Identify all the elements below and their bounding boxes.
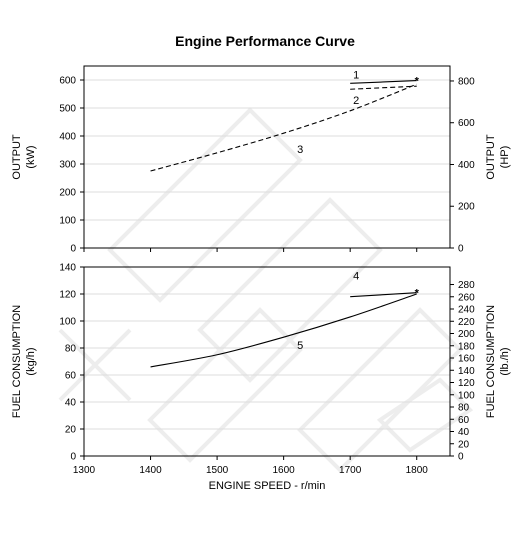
series-line-2 <box>350 85 417 90</box>
x-tick-label: 1400 <box>139 465 162 476</box>
y-tick-label-left: 0 <box>70 452 76 463</box>
y-tick-label-right: 80 <box>458 403 470 414</box>
x-axis-ticks: 1300 1400 1500 1600 1700 1800 <box>73 465 428 476</box>
y-tick-label-right: 100 <box>458 390 475 401</box>
x-tick-label: 1800 <box>406 465 429 476</box>
x-tick-label: 1300 <box>73 465 96 476</box>
y-tick-label-right: 180 <box>458 341 475 352</box>
y-tick-label-left: 0 <box>70 244 76 255</box>
y-tick-label-right: 220 <box>458 317 475 328</box>
panel-fuel: 0204060801001201400204060801001201401601… <box>11 263 511 463</box>
series-line-1 <box>350 80 417 84</box>
x-axis-label: ENGINE SPEED - r/min <box>209 480 326 492</box>
y-tick-label-right: 800 <box>458 76 475 87</box>
y-tick-label-left: 120 <box>59 290 76 301</box>
y-tick-label-right: 20 <box>458 439 470 450</box>
y-tick-label-left: 60 <box>65 371 77 382</box>
y-tick-label-left: 500 <box>59 104 76 115</box>
y-axis-label-left: (kg/h) <box>25 347 37 375</box>
rated-point-marker: * <box>415 76 420 88</box>
y-tick-label-right: 0 <box>458 452 464 463</box>
y-tick-label-left: 20 <box>65 425 77 436</box>
y-tick-label-right: 260 <box>458 292 475 303</box>
y-axis-label-left: FUEL CONSUMPTION <box>11 305 23 418</box>
y-tick-label-right: 0 <box>458 244 464 255</box>
plot-frame <box>83 266 451 457</box>
y-tick-label-right: 160 <box>458 354 475 365</box>
x-tick-label: 1700 <box>339 465 362 476</box>
series-label-2: 2 <box>353 95 359 107</box>
series-line-5 <box>150 293 417 368</box>
y-tick-label-left: 200 <box>59 188 76 199</box>
series-label-4: 4 <box>353 271 359 283</box>
y-tick-label-left: 40 <box>65 398 77 409</box>
y-tick-label-left: 100 <box>59 216 76 227</box>
y-tick-label-left: 80 <box>65 344 77 355</box>
y-tick-label-left: 400 <box>59 132 76 143</box>
y-axis-label-left: OUTPUT <box>11 134 23 180</box>
y-axis-label-right: FUEL CONSUMPTION <box>485 305 497 418</box>
y-tick-label-right: 60 <box>458 415 470 426</box>
y-axis-label-right: (HP) <box>499 146 511 169</box>
y-tick-label-right: 200 <box>458 329 475 340</box>
series-label-3: 3 <box>297 144 303 156</box>
x-tick-label: 1600 <box>273 465 296 476</box>
y-axis-label-left: (kW) <box>25 145 37 168</box>
y-tick-label-right: 600 <box>458 118 475 129</box>
y-tick-label-left: 100 <box>59 317 76 328</box>
series-label-5: 5 <box>297 340 303 352</box>
y-tick-label-left: 600 <box>59 76 76 87</box>
y-tick-label-left: 300 <box>59 160 76 171</box>
y-tick-label-right: 200 <box>458 202 475 213</box>
y-tick-label-right: 400 <box>458 160 475 171</box>
y-tick-label-right: 240 <box>458 305 475 316</box>
y-tick-label-right: 120 <box>458 378 475 389</box>
y-tick-label-left: 140 <box>59 263 76 274</box>
series-line-4 <box>350 292 417 298</box>
x-tick-label: 1500 <box>206 465 229 476</box>
plot-frame <box>83 65 451 249</box>
watermark <box>58 107 474 473</box>
y-tick-label-right: 140 <box>458 366 475 377</box>
chart-title: Engine Performance Curve <box>175 33 355 49</box>
y-axis-label-right: (lb./h) <box>499 347 511 375</box>
y-tick-label-right: 280 <box>458 280 475 291</box>
series-label-1: 1 <box>353 69 359 81</box>
y-axis-label-right: OUTPUT <box>485 134 497 180</box>
y-tick-label-right: 40 <box>458 427 470 438</box>
rated-point-marker: * <box>415 288 420 300</box>
series-line-3 <box>150 83 417 172</box>
